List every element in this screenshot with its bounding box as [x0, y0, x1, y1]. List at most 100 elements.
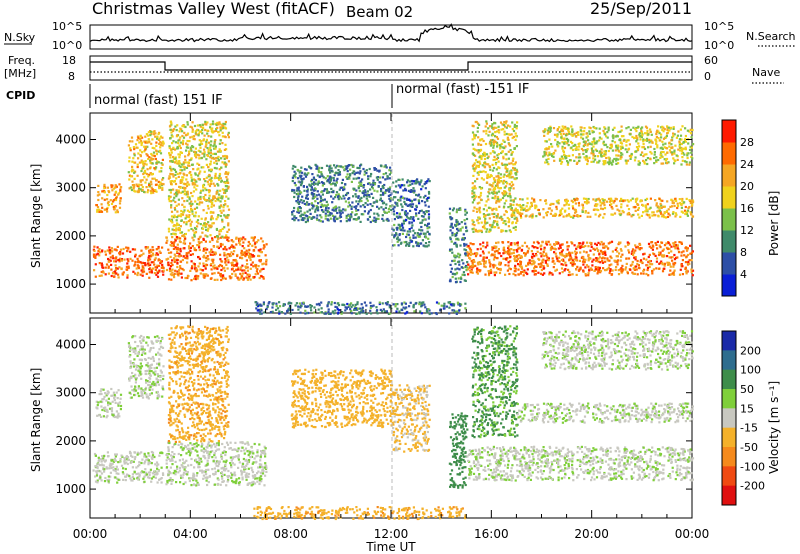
data-cell-band-9: [484, 162, 487, 165]
data-cell-band-5: [363, 173, 366, 176]
data-cell-band-4: [209, 199, 212, 202]
data-cell-band-5: [381, 217, 384, 220]
data-cell-band-1: [250, 263, 253, 266]
data-cell-band-10: [565, 198, 568, 201]
data-cell-band-9: [484, 171, 487, 174]
data-cell-band-5: [384, 165, 387, 168]
data-cell-band-6: [427, 178, 430, 181]
data-cell-band-6: [418, 233, 421, 236]
data-cell-band-11: [565, 137, 568, 140]
data-cell-band-4: [169, 128, 172, 131]
data-cell-band-10: [526, 202, 529, 205]
data-cell-band-4: [186, 146, 189, 149]
data-cell-band-8: [564, 256, 567, 259]
data-cell-band-3: [150, 132, 153, 135]
data-cell-band-11: [611, 160, 615, 163]
data-cell-band-4: [209, 178, 212, 181]
data-cell-band-5: [357, 177, 361, 180]
data-cell-band-9: [499, 198, 502, 201]
data-cell-band-4: [204, 145, 207, 148]
data-cell-band-7: [451, 251, 454, 254]
data-cell-band-0: [94, 256, 97, 259]
data-cell-band-8: [507, 245, 510, 248]
data-cell-band-5: [360, 196, 363, 199]
data-cell-band-10: [636, 203, 639, 206]
data-cell-band-9: [478, 201, 481, 204]
data-cell-band-4: [186, 143, 189, 146]
data-cell-band-4: [210, 203, 213, 206]
data-cell-band-0: [158, 270, 161, 273]
data-cell-band-6: [417, 244, 420, 248]
data-cell-band-3: [130, 170, 133, 173]
data-cell-band-9: [488, 192, 491, 195]
data-cell-band-4: [212, 204, 215, 207]
data-cell-band-11: [689, 128, 692, 131]
data-cell-band-0: [113, 275, 116, 278]
data-cell-band-5: [330, 187, 333, 190]
data-cell-band-4: [170, 122, 173, 125]
data-cell-band-10: [534, 207, 537, 210]
data-cell-band-9: [485, 120, 488, 123]
data-cell-band-7: [464, 210, 467, 213]
data-cell-band-5: [325, 188, 328, 191]
data-cell-band-11: [681, 156, 684, 159]
data-cell-band-4: [220, 127, 224, 130]
data-cell-band-5: [317, 180, 320, 183]
data-cell-band-0: [132, 270, 135, 273]
data-cell-band-4: [225, 188, 228, 191]
data-cell-band-3: [145, 145, 148, 148]
data-cell-band-5: [320, 199, 323, 202]
data-cell-band-10: [634, 200, 638, 203]
data-cell-band-1: [223, 269, 226, 272]
data-cell-band-5: [302, 177, 305, 180]
data-cell-band-1: [261, 240, 264, 243]
data-cell-band-5: [378, 176, 382, 179]
data-cell-band-8: [527, 247, 530, 250]
data-cell-band-8: [470, 269, 473, 272]
data-cell-band-10: [531, 216, 534, 219]
data-cell-band-1: [240, 252, 243, 255]
data-cell-band-4: [198, 124, 202, 127]
data-cell-band-10: [653, 214, 656, 217]
data-cell-band-9: [480, 221, 483, 224]
data-cell-band-8: [497, 268, 500, 271]
data-cell-band-1: [170, 240, 173, 244]
data-cell-band-8: [627, 257, 631, 260]
data-cell-band-11: [592, 160, 595, 163]
data-cell-band-3: [143, 169, 147, 172]
data-cell-band-8: [649, 263, 652, 266]
data-cell-band-8: [582, 256, 585, 259]
data-cell-band-8: [589, 241, 592, 244]
data-cell-band-4: [204, 187, 207, 190]
data-cell-band-4: [186, 139, 189, 143]
data-cell-band-4: [168, 188, 171, 192]
data-cell-band-5: [301, 180, 304, 183]
data-cell-band-4: [199, 150, 202, 153]
data-cell-band-9: [510, 181, 513, 184]
data-cell-band-11: [583, 156, 586, 159]
data-cell-band-7: [453, 233, 456, 236]
data-cell-band-4: [227, 160, 230, 163]
data-cell-band-9: [511, 151, 514, 154]
data-cell-band-9: [494, 158, 497, 161]
data-cell-band-9: [514, 197, 517, 200]
data-cell-band-1: [206, 274, 209, 277]
data-cell-band-9: [481, 155, 484, 158]
data-cell-band-6: [401, 226, 405, 229]
data-cell-band-6: [411, 205, 414, 208]
data-cell-band-10: [577, 201, 580, 205]
data-cell-band-9: [473, 169, 476, 173]
data-cell-band-5: [305, 203, 308, 206]
data-cell-band-11: [551, 145, 554, 148]
data-cell-band-0: [114, 268, 117, 271]
data-cell-band-4: [167, 195, 171, 198]
data-cell-band-1: [241, 238, 244, 241]
data-cell-band-10: [610, 203, 613, 206]
data-cell-band-11: [611, 128, 615, 131]
data-cell-band-2: [106, 198, 109, 201]
data-cell-band-8: [636, 259, 639, 263]
data-cell-band-5: [377, 217, 380, 220]
data-cell-band-6: [393, 236, 396, 239]
data-cell-band-5: [294, 165, 297, 168]
data-cell-band-9: [508, 192, 511, 195]
